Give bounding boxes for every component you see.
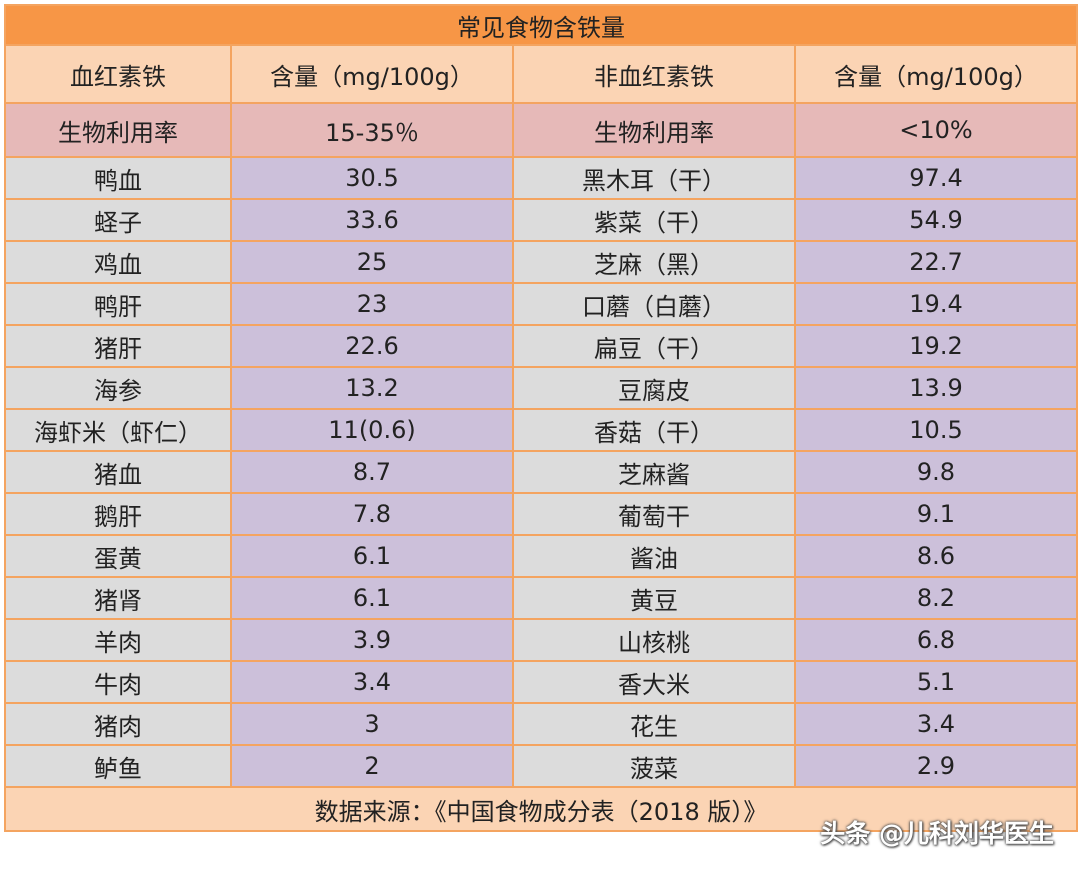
nonheme-bioavailability-label: 生物利用率 — [512, 102, 796, 158]
header-heme-content: 含量（mg/100g） — [230, 44, 514, 104]
nonheme-food-iron: 54.9 — [794, 198, 1078, 242]
table-row: 鸭血 30.5 黑木耳（干） 97.4 — [4, 156, 1078, 200]
nonheme-food-name: 酱油 — [512, 534, 796, 578]
nonheme-food-iron: 19.2 — [794, 324, 1078, 368]
nonheme-food-name: 山核桃 — [512, 618, 796, 662]
heme-food-iron: 6.1 — [230, 576, 514, 620]
heme-food-name: 牛肉 — [4, 660, 232, 704]
nonheme-food-iron: 3.4 — [794, 702, 1078, 746]
heme-food-name: 猪肝 — [4, 324, 232, 368]
heme-food-iron: 25 — [230, 240, 514, 284]
header-nonheme-iron: 非血红素铁 — [512, 44, 796, 104]
nonheme-food-iron: 5.1 — [794, 660, 1078, 704]
nonheme-food-name: 菠菜 — [512, 744, 796, 788]
heme-food-name: 鸭肝 — [4, 282, 232, 326]
table-row: 蛏子 33.6 紫菜（干） 54.9 — [4, 198, 1078, 242]
table-title: 常见食物含铁量 — [4, 4, 1078, 46]
heme-bioavailability-value: 15-35％ — [230, 102, 514, 158]
heme-food-iron: 2 — [230, 744, 514, 788]
nonheme-food-name: 花生 — [512, 702, 796, 746]
nonheme-food-iron: 8.6 — [794, 534, 1078, 578]
header-nonheme-content: 含量（mg/100g） — [794, 44, 1078, 104]
nonheme-food-iron: 22.7 — [794, 240, 1078, 284]
nonheme-food-iron: 19.4 — [794, 282, 1078, 326]
heme-food-name: 鲈鱼 — [4, 744, 232, 788]
table-row: 鸡血 25 芝麻（黑） 22.7 — [4, 240, 1078, 284]
source-cell: 数据来源：《中国食物成分表（2018 版）》 — [4, 786, 1078, 832]
table-row: 鲈鱼 2 菠菜 2.9 — [4, 744, 1078, 788]
heme-food-iron: 6.1 — [230, 534, 514, 578]
nonheme-food-name: 芝麻（黑） — [512, 240, 796, 284]
heme-food-iron: 8.7 — [230, 450, 514, 494]
heme-food-iron: 3.4 — [230, 660, 514, 704]
heme-food-name: 鸡血 — [4, 240, 232, 284]
heme-food-name: 鸭血 — [4, 156, 232, 200]
nonheme-food-iron: 2.9 — [794, 744, 1078, 788]
heme-food-iron: 23 — [230, 282, 514, 326]
nonheme-food-name: 黄豆 — [512, 576, 796, 620]
heme-food-iron: 11(0.6) — [230, 408, 514, 452]
nonheme-food-name: 黑木耳（干） — [512, 156, 796, 200]
heme-food-name: 蛋黄 — [4, 534, 232, 578]
nonheme-food-iron: 97.4 — [794, 156, 1078, 200]
source-text: 数据来源：《中国食物成分表（2018 版）》 — [314, 797, 768, 826]
heme-bioavailability-label: 生物利用率 — [4, 102, 232, 158]
table-row: 牛肉 3.4 香大米 5.1 — [4, 660, 1078, 704]
heme-food-iron: 30.5 — [230, 156, 514, 200]
nonheme-food-iron: 10.5 — [794, 408, 1078, 452]
heme-food-iron: 7.8 — [230, 492, 514, 536]
heme-food-name: 猪肾 — [4, 576, 232, 620]
bioavailability-row: 生物利用率 15-35％ 生物利用率 <10% — [4, 102, 1078, 158]
heme-food-name: 海参 — [4, 366, 232, 410]
table-row: 猪肝 22.6 扁豆（干） 19.2 — [4, 324, 1078, 368]
table-row: 蛋黄 6.1 酱油 8.6 — [4, 534, 1078, 578]
header-row: 血红素铁 含量（mg/100g） 非血红素铁 含量（mg/100g） — [4, 44, 1078, 104]
heme-food-iron: 3.9 — [230, 618, 514, 662]
nonheme-food-name: 芝麻酱 — [512, 450, 796, 494]
nonheme-bioavailability-value: <10% — [794, 102, 1078, 158]
nonheme-food-name: 豆腐皮 — [512, 366, 796, 410]
heme-food-name: 猪血 — [4, 450, 232, 494]
nonheme-food-name: 香菇（干） — [512, 408, 796, 452]
table-row: 鹅肝 7.8 葡萄干 9.1 — [4, 492, 1078, 536]
table-row: 海参 13.2 豆腐皮 13.9 — [4, 366, 1078, 410]
nonheme-food-iron: 13.9 — [794, 366, 1078, 410]
heme-food-name: 蛏子 — [4, 198, 232, 242]
source-row: 数据来源：《中国食物成分表（2018 版）》 — [4, 786, 1078, 832]
nonheme-food-iron: 9.1 — [794, 492, 1078, 536]
table-body: 鸭血 30.5 黑木耳（干） 97.4 蛏子 33.6 紫菜（干） 54.9 鸡血 25 芝麻（黑）… — [4, 156, 1078, 788]
table-row: 猪血 8.7 芝麻酱 9.8 — [4, 450, 1078, 494]
nonheme-food-iron: 8.2 — [794, 576, 1078, 620]
table-row: 羊肉 3.9 山核桃 6.8 — [4, 618, 1078, 662]
heme-food-name: 鹅肝 — [4, 492, 232, 536]
heme-food-name: 羊肉 — [4, 618, 232, 662]
nonheme-food-iron: 6.8 — [794, 618, 1078, 662]
iron-content-table: 常见食物含铁量 血红素铁 含量（mg/100g） 非血红素铁 含量（mg/100… — [4, 4, 1078, 832]
table-row: 猪肾 6.1 黄豆 8.2 — [4, 576, 1078, 620]
heme-food-name: 海虾米（虾仁） — [4, 408, 232, 452]
nonheme-food-name: 葡萄干 — [512, 492, 796, 536]
title-row: 常见食物含铁量 — [4, 4, 1078, 46]
heme-food-iron: 22.6 — [230, 324, 514, 368]
heme-food-iron: 3 — [230, 702, 514, 746]
heme-food-iron: 33.6 — [230, 198, 514, 242]
watermark: 头条 @儿科刘华医生 — [820, 819, 1054, 848]
heme-food-iron: 13.2 — [230, 366, 514, 410]
table-row: 海虾米（虾仁） 11(0.6) 香菇（干） 10.5 — [4, 408, 1078, 452]
nonheme-food-iron: 9.8 — [794, 450, 1078, 494]
table-row: 猪肉 3 花生 3.4 — [4, 702, 1078, 746]
nonheme-food-name: 紫菜（干） — [512, 198, 796, 242]
header-heme-iron: 血红素铁 — [4, 44, 232, 104]
table-row: 鸭肝 23 口蘑（白蘑） 19.4 — [4, 282, 1078, 326]
heme-food-name: 猪肉 — [4, 702, 232, 746]
nonheme-food-name: 口蘑（白蘑） — [512, 282, 796, 326]
nonheme-food-name: 香大米 — [512, 660, 796, 704]
nonheme-food-name: 扁豆（干） — [512, 324, 796, 368]
